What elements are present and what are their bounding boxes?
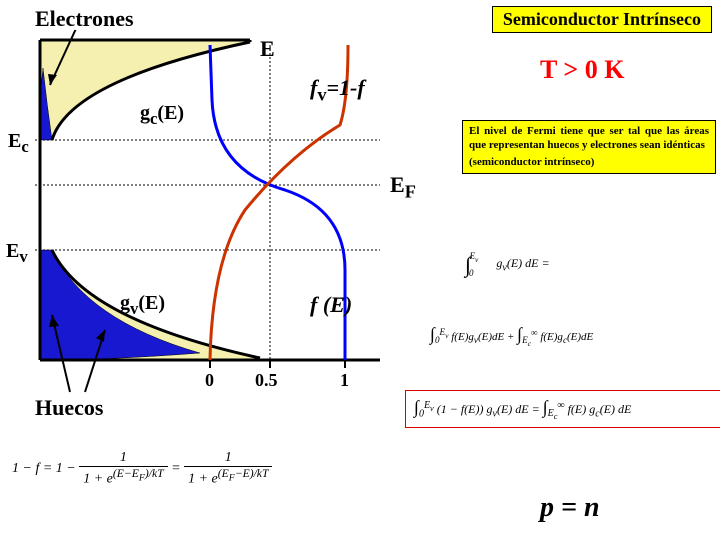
huecos-label: Huecos [35,395,103,421]
gv-label: gv(E) [120,292,165,319]
tick-1: 1 [340,370,349,391]
tick-05: 0.5 [255,370,278,391]
note-line2: (semiconductor intrínseco) [469,156,709,170]
temp-label: T > 0 K [540,55,624,85]
fv-label: fv=1-f [310,75,365,105]
fermi-identity: 1 − f = 1 − 1 1 + e(E−EF)/kT = 1 1 + e(E… [12,450,342,488]
pn-eq: p = n [540,492,600,524]
integral-1: ∫0 Ev gv(E) dE = [465,250,705,281]
note-line1: El nivel de Fermi tiene que ser tal que … [469,125,709,153]
gc-label: gc(E) [140,102,184,129]
Ev-label: Ev [6,240,28,267]
electrones-label: Electrones [35,6,134,32]
integral-3: ∫0Ev (1 − f(E)) gv(E) dE = ∫Ec∞ f(E) gc(… [405,390,720,428]
note-box: El nivel de Fermi tiene que ser tal que … [462,120,716,174]
title-box: Semiconductor Intrínseco [492,6,712,33]
integral-2: ∫0Ev f(E)gv(E)dE + ∫Ec∞ f(E)gc(E)dE [430,320,710,350]
Ec-label: Ec [8,130,29,157]
EF-label: EF [390,172,416,202]
E-label: E [260,36,275,62]
tick-0: 0 [205,370,214,391]
fE-label: f (E) [310,292,352,318]
